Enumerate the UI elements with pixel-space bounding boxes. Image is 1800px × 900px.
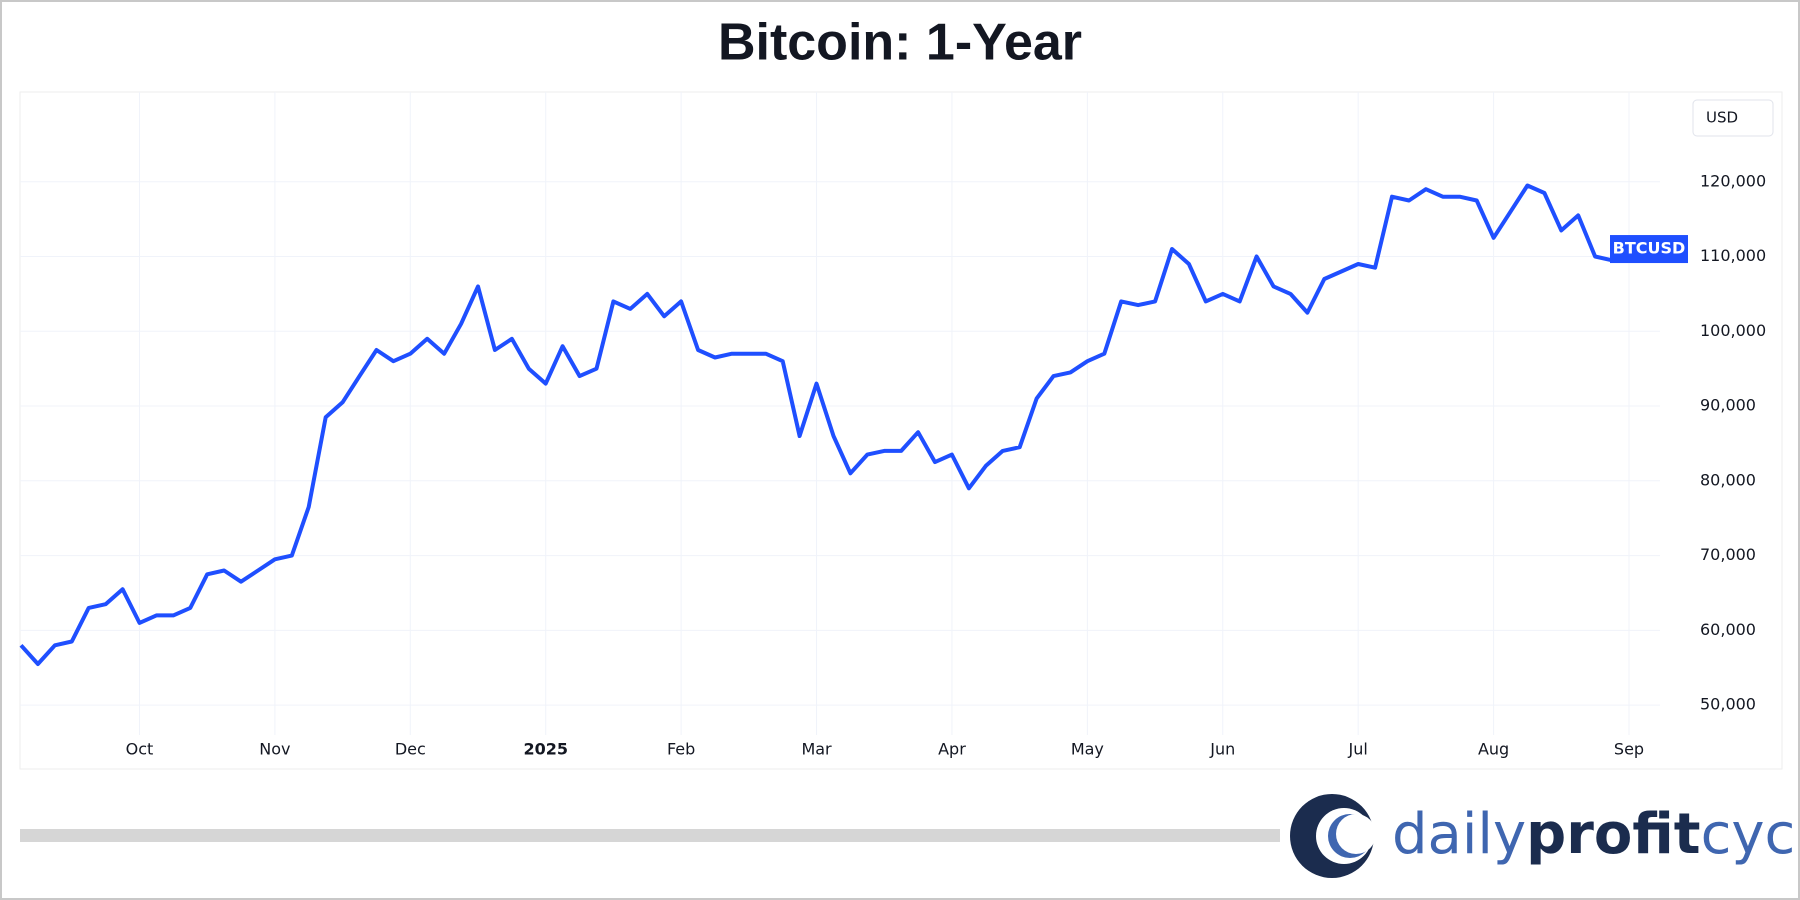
- logo: dailyprofitcycle: [1290, 794, 1800, 878]
- x-tick-label: Apr: [938, 740, 966, 759]
- currency-box: [1692, 99, 1774, 137]
- x-tick-label: 2025: [523, 740, 568, 759]
- plot-frame: [19, 91, 1783, 770]
- y-tick-label: 70,000: [1700, 545, 1756, 564]
- x-tick-label: Jul: [1348, 740, 1368, 759]
- y-tick-label: 90,000: [1700, 396, 1756, 415]
- scroll-bar: [20, 829, 1280, 842]
- last-price-tag: [1610, 235, 1688, 264]
- x-tick-label: Feb: [667, 740, 695, 759]
- y-tick-label: 60,000: [1700, 620, 1756, 639]
- currency-label: USD: [1706, 109, 1738, 127]
- logo-dot-inner: [1336, 814, 1376, 854]
- x-tick-label: Oct: [126, 740, 154, 759]
- logo-text: daily: [1392, 802, 1526, 867]
- y-tick-label: 110,000: [1700, 246, 1766, 265]
- x-tick-label: Aug: [1478, 740, 1509, 759]
- x-tick-label: May: [1071, 740, 1104, 759]
- logo-text: cycle: [1701, 802, 1800, 867]
- x-tick-label: Mar: [801, 740, 832, 759]
- y-tick-label: 120,000: [1700, 171, 1766, 190]
- y-tick-label: 80,000: [1700, 470, 1756, 489]
- x-tick-label: Dec: [395, 740, 426, 759]
- y-tick-label: 100,000: [1700, 321, 1766, 340]
- x-tick-label: Nov: [259, 740, 290, 759]
- chart-title: Bitcoin: 1-Year: [718, 14, 1082, 72]
- y-tick-label: 50,000: [1700, 695, 1756, 714]
- price-line: [19, 183, 1631, 666]
- x-tick-label: Jun: [1209, 740, 1235, 759]
- svg-text:dailyprofitcycle: dailyprofitcycle: [1392, 802, 1800, 867]
- x-tick-label: Sep: [1614, 740, 1644, 759]
- last-price-label: BTCUSD: [1613, 239, 1686, 258]
- logo-text: profit: [1526, 802, 1700, 867]
